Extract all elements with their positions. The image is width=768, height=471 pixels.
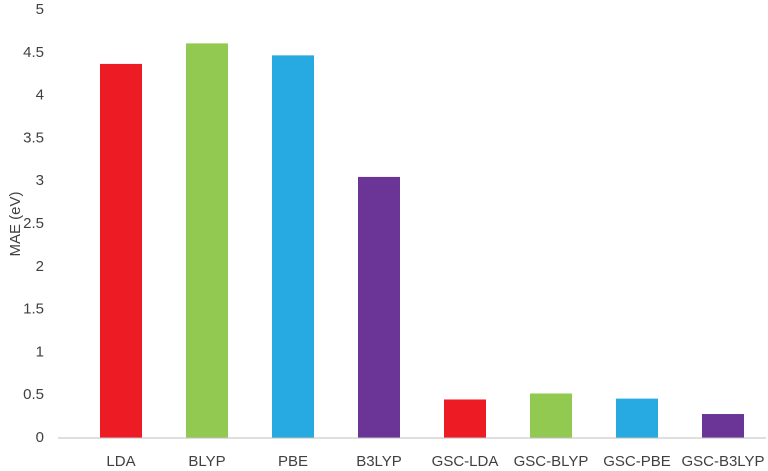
y-tick-label: 2 <box>36 258 44 275</box>
y-tick-label: 1 <box>36 343 44 360</box>
x-tick-label: GSC-LDA <box>432 453 499 470</box>
x-tick-label: GSC-BLYP <box>514 453 589 470</box>
bar <box>186 43 228 438</box>
x-tick-label: B3LYP <box>356 453 402 470</box>
y-tick-label: 3.5 <box>23 129 44 146</box>
y-tick-label: 2.5 <box>23 215 44 232</box>
bar <box>272 55 314 438</box>
bar <box>702 414 744 438</box>
y-tick-label: 0 <box>36 429 44 446</box>
x-tick-label: LDA <box>106 453 135 470</box>
x-tick-label: PBE <box>278 453 308 470</box>
y-tick-label: 0.5 <box>23 386 44 403</box>
y-tick-label: 3 <box>36 172 44 189</box>
bar <box>100 63 142 438</box>
bar <box>616 398 658 438</box>
bar <box>530 393 572 438</box>
bar <box>358 176 400 439</box>
y-axis-label: MAE (eV) <box>7 191 24 256</box>
x-tick-label: BLYP <box>188 453 225 470</box>
y-tick-label: 1.5 <box>23 301 44 318</box>
x-tick-label: GSC-B3LYP <box>681 453 764 470</box>
y-tick-label: 4.5 <box>23 44 44 61</box>
x-tick-label: GSC-PBE <box>603 453 671 470</box>
bar <box>444 399 486 438</box>
y-tick-label: 5 <box>36 1 44 18</box>
y-tick-label: 4 <box>36 87 44 104</box>
